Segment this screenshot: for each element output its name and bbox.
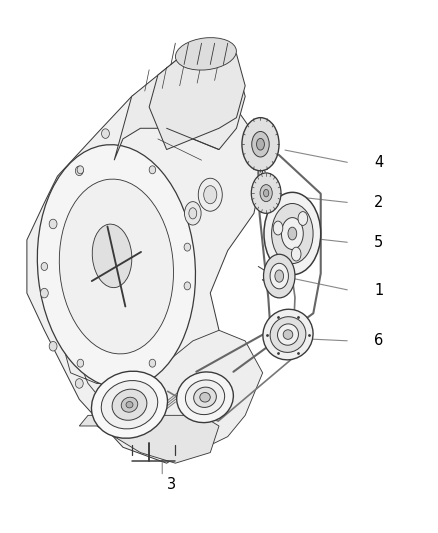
Ellipse shape xyxy=(273,221,283,235)
Ellipse shape xyxy=(200,392,210,402)
Text: 4: 4 xyxy=(374,155,383,171)
Ellipse shape xyxy=(102,129,110,139)
Ellipse shape xyxy=(278,324,298,345)
Ellipse shape xyxy=(264,254,295,298)
Text: 6: 6 xyxy=(374,334,383,349)
Polygon shape xyxy=(27,64,263,463)
Ellipse shape xyxy=(77,359,84,367)
Ellipse shape xyxy=(263,309,313,360)
Ellipse shape xyxy=(270,317,306,352)
Ellipse shape xyxy=(126,401,133,408)
Ellipse shape xyxy=(264,189,269,197)
Ellipse shape xyxy=(291,247,301,261)
Ellipse shape xyxy=(275,270,284,282)
Text: 2: 2 xyxy=(374,195,383,210)
Ellipse shape xyxy=(260,184,272,201)
Polygon shape xyxy=(149,43,245,150)
Text: 1: 1 xyxy=(374,283,383,298)
Ellipse shape xyxy=(112,389,147,420)
Ellipse shape xyxy=(101,381,158,429)
Ellipse shape xyxy=(149,359,155,367)
Ellipse shape xyxy=(77,166,84,174)
Polygon shape xyxy=(79,415,219,463)
Ellipse shape xyxy=(185,380,225,415)
Ellipse shape xyxy=(49,219,57,229)
Ellipse shape xyxy=(198,178,222,211)
Ellipse shape xyxy=(270,263,288,289)
Ellipse shape xyxy=(242,118,279,171)
Ellipse shape xyxy=(252,132,269,157)
Ellipse shape xyxy=(149,166,155,174)
Text: 5: 5 xyxy=(374,235,383,250)
Text: 3: 3 xyxy=(166,477,176,492)
Ellipse shape xyxy=(49,342,57,351)
Polygon shape xyxy=(62,330,263,458)
Ellipse shape xyxy=(75,378,83,388)
Ellipse shape xyxy=(92,371,167,438)
Ellipse shape xyxy=(282,217,303,249)
Ellipse shape xyxy=(283,330,293,340)
Ellipse shape xyxy=(264,192,321,274)
Ellipse shape xyxy=(184,282,191,290)
Ellipse shape xyxy=(75,166,83,175)
Ellipse shape xyxy=(272,204,313,264)
Ellipse shape xyxy=(194,387,216,407)
Ellipse shape xyxy=(251,173,281,213)
Ellipse shape xyxy=(177,372,233,423)
Ellipse shape xyxy=(288,227,297,240)
Ellipse shape xyxy=(257,139,265,150)
Ellipse shape xyxy=(204,185,217,204)
Ellipse shape xyxy=(41,263,48,270)
Ellipse shape xyxy=(162,92,170,101)
Ellipse shape xyxy=(184,243,191,251)
Ellipse shape xyxy=(59,179,173,354)
Ellipse shape xyxy=(298,212,307,225)
Ellipse shape xyxy=(184,201,201,225)
Ellipse shape xyxy=(189,208,197,219)
Ellipse shape xyxy=(176,38,237,70)
Ellipse shape xyxy=(92,224,132,288)
Polygon shape xyxy=(114,54,245,160)
Ellipse shape xyxy=(37,144,195,389)
Ellipse shape xyxy=(121,397,138,412)
Ellipse shape xyxy=(40,288,48,298)
